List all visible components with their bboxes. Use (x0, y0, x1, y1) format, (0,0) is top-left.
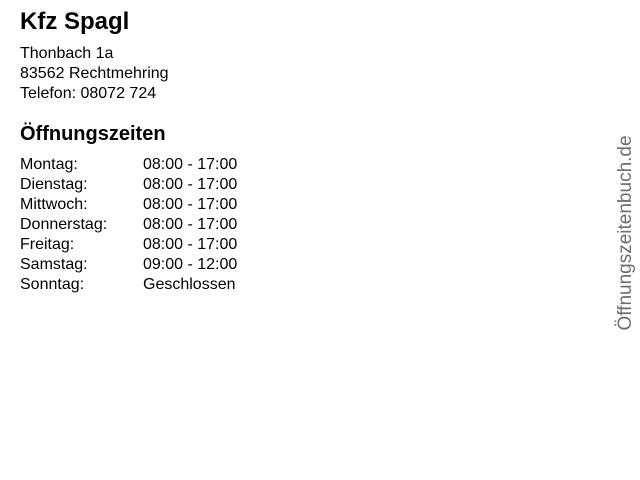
svg-text:Öffnungszeitenbuch.de: Öffnungszeitenbuch.de (615, 135, 636, 330)
